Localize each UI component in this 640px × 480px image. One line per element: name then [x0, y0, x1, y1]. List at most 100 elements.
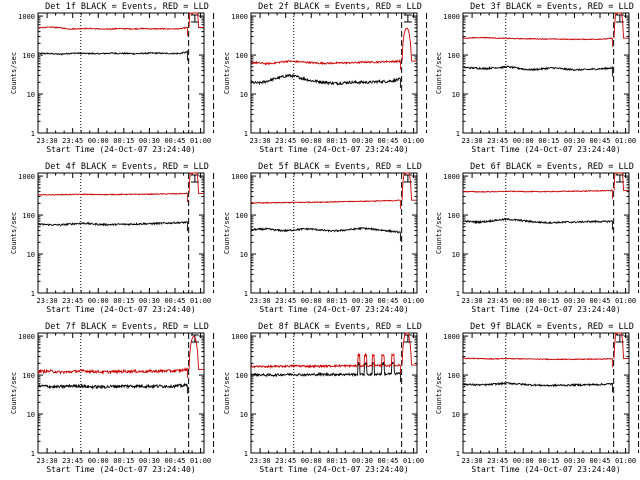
x-tick-label: 00:30: [139, 297, 160, 305]
x-tick-label: 23:45: [275, 297, 296, 305]
x-axis-label: Start Time (24-Oct-07 23:24:40): [471, 465, 620, 474]
trace-lld: [250, 352, 401, 374]
x-tick-label: 01:00: [615, 297, 636, 305]
panel-det-1: Det 1f BLACK = Events, RED = LLD 1 10 100 10…: [10, 2, 215, 154]
x-tick-label: 00:30: [139, 137, 160, 145]
x-tick-label: 00:15: [113, 137, 134, 145]
x-tick-label: 00:45: [377, 297, 398, 305]
y-tick-label: 100: [22, 372, 35, 380]
plot-frame: [37, 12, 205, 134]
x-tick-label: 00:00: [301, 457, 322, 465]
x-tick-label: 00:45: [164, 297, 185, 305]
y-tick-label: 100: [22, 212, 35, 220]
x-tick-label: 00:45: [377, 137, 398, 145]
x-tick-label: 00:00: [88, 297, 109, 305]
y-tick-label: 10: [240, 91, 248, 99]
panel-title: Det 1f BLACK = Events, RED = LLD: [45, 2, 209, 12]
plot-frame: [462, 12, 630, 134]
x-tick-label: 23:30: [37, 297, 58, 305]
panel-title: Det 8f BLACK = Events, RED = LLD: [258, 322, 422, 332]
trace-lld-recovery: [613, 12, 629, 39]
panel-title: Det 3f BLACK = Events, RED = LLD: [470, 2, 634, 12]
trace-lld: [462, 189, 613, 199]
y-axis-label: Counts/sec: [223, 212, 231, 254]
x-axis-label: Start Time (24-Oct-07 23:24:40): [259, 305, 408, 314]
panel-det-5: Det 5f BLACK = Events, RED = LLD 1 10 100 10…: [223, 162, 428, 314]
x-tick-label: 00:15: [326, 137, 347, 145]
x-tick-label: 23:45: [275, 457, 296, 465]
panel-title: Det 9f BLACK = Events, RED = LLD: [470, 322, 634, 332]
x-tick-label: 00:15: [113, 457, 134, 465]
trace-events: [462, 217, 613, 230]
x-tick-label: 00:00: [88, 457, 109, 465]
x-tick-label: 01:00: [403, 137, 424, 145]
x-tick-label: 00:00: [513, 457, 534, 465]
trace-lld-recovery: [613, 172, 629, 191]
x-tick-label: 23:45: [487, 297, 508, 305]
plot-frame: [37, 172, 205, 294]
x-tick-label: 00:00: [88, 137, 109, 145]
x-tick-label: 00:45: [164, 137, 185, 145]
trace-lld: [37, 366, 188, 378]
x-tick-label: 01:00: [403, 297, 424, 305]
x-tick-label: 01:00: [190, 137, 211, 145]
x-tick-label: 00:45: [589, 457, 610, 465]
x-tick-label: 23:45: [275, 137, 296, 145]
x-tick-label: 00:15: [113, 297, 134, 305]
x-tick-label: 00:15: [326, 457, 347, 465]
y-axis-label: Counts/sec: [435, 212, 443, 254]
x-tick-label: 00:45: [377, 457, 398, 465]
trace-lld: [37, 192, 188, 202]
x-tick-label: 00:45: [589, 137, 610, 145]
y-tick-label: 100: [235, 212, 248, 220]
x-tick-label: 00:15: [538, 297, 559, 305]
trace-events: [37, 220, 188, 231]
x-axis-label: Start Time (24-Oct-07 23:24:40): [471, 145, 620, 154]
x-tick-label: 01:00: [403, 457, 424, 465]
trace-lld-recovery: [613, 332, 629, 360]
x-tick-label: 23:30: [37, 457, 58, 465]
y-tick-label: 1000: [231, 173, 248, 181]
trace-events: [250, 361, 401, 383]
trace-lld: [462, 36, 613, 47]
y-axis-label: Counts/sec: [223, 372, 231, 414]
trace-events: [250, 73, 401, 88]
y-tick-label: 10: [27, 91, 35, 99]
y-tick-label: 1: [31, 450, 35, 458]
panel-title: Det 7f BLACK = Events, RED = LLD: [45, 322, 209, 332]
plot-frame: [462, 332, 630, 454]
y-tick-label: 10: [240, 251, 248, 259]
trace-lld-recovery: [188, 335, 204, 370]
y-tick-label: 1000: [18, 333, 35, 341]
y-tick-label: 1000: [443, 13, 460, 21]
x-tick-label: 23:30: [462, 137, 483, 145]
y-tick-label: 1: [244, 290, 248, 298]
x-tick-label: 00:30: [352, 297, 373, 305]
panel-det-2: Det 2f BLACK = Events, RED = LLD 1 10 100 10…: [223, 2, 428, 154]
x-tick-label: 23:45: [62, 297, 83, 305]
x-tick-label: 00:00: [513, 297, 534, 305]
trace-events: [462, 65, 613, 77]
trace-lld-recovery: [401, 172, 417, 201]
x-tick-label: 23:30: [250, 457, 271, 465]
y-tick-label: 10: [240, 411, 248, 419]
x-tick-label: 23:30: [37, 137, 58, 145]
y-tick-label: 1000: [231, 13, 248, 21]
panel-det-7: Det 7f BLACK = Events, RED = LLD 1 10 100 10…: [10, 322, 215, 474]
x-tick-label: 00:00: [513, 137, 534, 145]
y-tick-label: 100: [447, 52, 460, 60]
x-tick-label: 23:45: [487, 137, 508, 145]
x-tick-label: 01:00: [190, 457, 211, 465]
trace-events: [250, 226, 401, 241]
x-tick-label: 00:30: [352, 137, 373, 145]
trace-lld: [462, 357, 613, 368]
x-tick-label: 00:30: [139, 457, 160, 465]
panel-det-6: Det 6f BLACK = Events, RED = LLD 1 10 100 10…: [435, 162, 640, 314]
trace-lld: [250, 59, 401, 70]
y-axis-label: Counts/sec: [435, 52, 443, 94]
x-tick-label: 00:15: [538, 457, 559, 465]
x-tick-label: 00:30: [352, 457, 373, 465]
panel-title: Det 4f BLACK = Events, RED = LLD: [45, 162, 209, 172]
plot-frame: [37, 332, 205, 454]
